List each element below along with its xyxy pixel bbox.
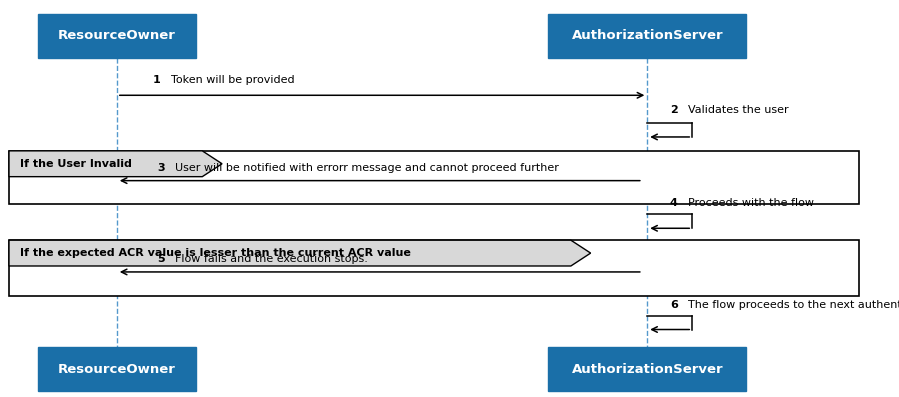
Text: 5: 5	[157, 254, 165, 264]
Text: 6: 6	[670, 300, 678, 310]
Text: The flow proceeds to the next authentication: The flow proceeds to the next authentica…	[688, 300, 899, 310]
Text: Flow fails and the execution stops.: Flow fails and the execution stops.	[175, 254, 369, 264]
Text: Validates the user: Validates the user	[688, 105, 788, 115]
Polygon shape	[9, 240, 591, 266]
Text: 4: 4	[670, 198, 678, 208]
FancyBboxPatch shape	[39, 347, 196, 391]
Text: AuthorizationServer: AuthorizationServer	[572, 29, 723, 42]
FancyBboxPatch shape	[39, 14, 196, 58]
Text: Proceeds with the flow: Proceeds with the flow	[688, 198, 814, 208]
Text: If the User Invalid: If the User Invalid	[20, 159, 131, 169]
Bar	[9, 240, 859, 296]
Text: ResourceOwner: ResourceOwner	[58, 29, 176, 42]
FancyBboxPatch shape	[548, 347, 746, 391]
Text: 1: 1	[153, 75, 161, 85]
Text: AuthorizationServer: AuthorizationServer	[572, 363, 723, 376]
Polygon shape	[9, 151, 222, 177]
Text: ResourceOwner: ResourceOwner	[58, 363, 176, 376]
Text: User will be notified with errorr message and cannot proceed further: User will be notified with errorr messag…	[175, 163, 559, 173]
Bar	[9, 151, 859, 204]
Text: 3: 3	[157, 163, 165, 173]
Text: Token will be provided: Token will be provided	[171, 75, 295, 85]
FancyBboxPatch shape	[548, 14, 746, 58]
Text: If the expected ACR value is lesser than the current ACR value: If the expected ACR value is lesser than…	[20, 248, 411, 258]
Text: 2: 2	[670, 105, 678, 115]
